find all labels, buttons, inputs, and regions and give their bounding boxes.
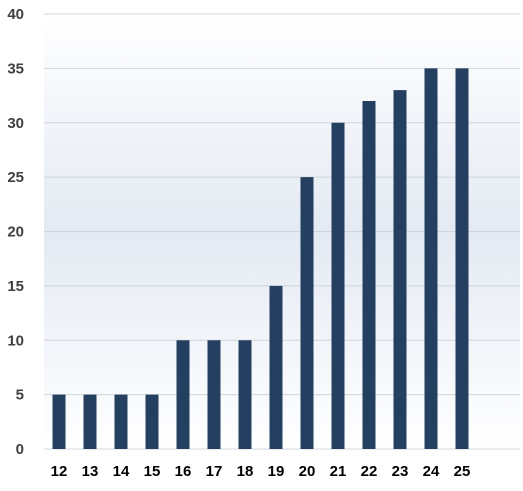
bar (331, 122, 345, 449)
bars (52, 68, 469, 449)
x-tick-label: 13 (82, 463, 99, 480)
x-tick-label: 17 (206, 463, 223, 480)
x-tick-label: 16 (175, 463, 192, 480)
x-tick-label: 12 (51, 463, 68, 480)
bar (114, 394, 128, 449)
bar (300, 177, 314, 449)
bar (83, 394, 97, 449)
y-tick-label: 25 (7, 169, 24, 186)
x-tick-label: 14 (113, 463, 130, 480)
x-tick-label: 23 (392, 463, 409, 480)
bar (176, 340, 190, 449)
x-tick-label: 18 (237, 463, 254, 480)
y-tick-label: 20 (7, 224, 24, 241)
bar (424, 68, 438, 449)
y-tick-label: 0 (16, 441, 24, 458)
x-tick-label: 15 (144, 463, 161, 480)
y-tick-label: 15 (7, 278, 24, 295)
x-tick-label: 25 (454, 463, 471, 480)
y-axis-tick-labels: 0 5 10 15 20 25 30 35 40 (7, 6, 24, 458)
y-tick-label: 10 (7, 332, 24, 349)
bar (455, 68, 469, 449)
bar (362, 101, 376, 449)
y-tick-label: 35 (7, 60, 24, 77)
y-tick-label: 40 (7, 6, 24, 23)
y-tick-label: 30 (7, 115, 24, 132)
bar (145, 394, 159, 449)
bar (238, 340, 252, 449)
x-axis-tick-labels: 12 13 14 15 16 17 18 19 20 21 22 23 24 25 (51, 463, 471, 480)
x-tick-label: 21 (330, 463, 347, 480)
bar (52, 394, 66, 449)
y-tick-label: 5 (16, 387, 24, 404)
x-tick-label: 20 (299, 463, 316, 480)
bar (207, 340, 221, 449)
x-tick-label: 24 (423, 463, 440, 480)
bar (269, 285, 283, 449)
x-tick-label: 19 (268, 463, 285, 480)
x-tick-label: 22 (361, 463, 378, 480)
bar (393, 90, 407, 449)
